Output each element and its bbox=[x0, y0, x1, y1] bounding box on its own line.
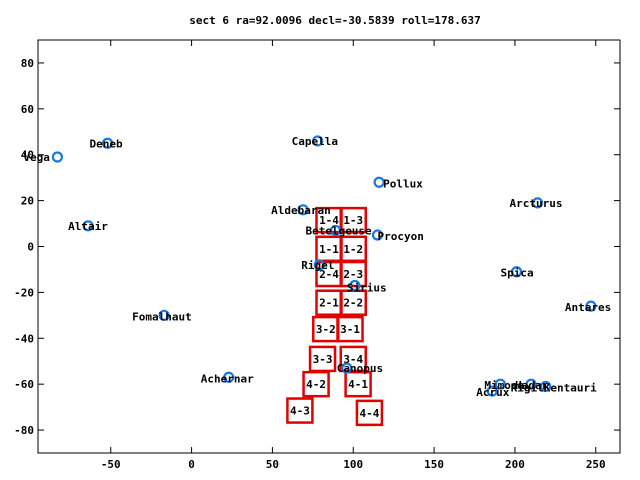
sector-label-1-2: 1-2 bbox=[343, 243, 363, 256]
star-marker-canopus bbox=[341, 362, 353, 374]
star-labels: Vega Deneb Altair Fomalhaut Achernar Capella P… bbox=[23, 135, 611, 399]
star-marker-pollux bbox=[373, 176, 385, 188]
y-tick-label: -20 bbox=[14, 286, 34, 299]
sector-label-2-4: 2-4 bbox=[319, 268, 339, 281]
star-label-procyon: Procyon bbox=[378, 230, 424, 243]
star-marker-antares bbox=[585, 300, 597, 312]
star-marker-aldebaran bbox=[297, 204, 309, 216]
star-label-canopus: Canopus bbox=[337, 362, 383, 375]
star-label-fomalhaut: Fomalhaut bbox=[132, 310, 192, 323]
star-marker-mimosa bbox=[494, 378, 506, 390]
y-tick-label: 80 bbox=[21, 57, 34, 70]
star-label-rigel: Rigel bbox=[301, 259, 334, 272]
star-marker-spica bbox=[510, 266, 523, 278]
star-label-antares: Antares bbox=[565, 301, 611, 314]
sector-box-4-4 bbox=[355, 399, 384, 427]
star-label-altair: Altair bbox=[68, 220, 108, 233]
sector-label-1-1: 1-1 bbox=[319, 243, 339, 256]
star-marker-achernar bbox=[223, 371, 235, 383]
star-label-rigil-kentaurus: RigilKentauri bbox=[511, 381, 597, 394]
x-tick-label: 50 bbox=[266, 458, 279, 471]
star-marker-procyon bbox=[371, 229, 384, 241]
star-label-mimosa: Mimosa bbox=[484, 379, 524, 392]
y-tick-label: 40 bbox=[21, 149, 34, 162]
star-label-betelgeuse: Betelgeuse bbox=[305, 224, 372, 237]
star-label-arcturus: Arcturus bbox=[510, 197, 563, 210]
star-marker-betelgeuse bbox=[329, 224, 342, 237]
star-marker-capella bbox=[312, 135, 324, 147]
sector-label-3-2: 3-2 bbox=[316, 323, 336, 336]
sector-box-2-3 bbox=[339, 260, 367, 288]
star-label-achernar: Achernar bbox=[201, 372, 254, 385]
star-label-hadar: Hadar bbox=[515, 379, 548, 392]
star-label-vega: Vega bbox=[23, 151, 50, 164]
star-label-pollux: Pollux bbox=[383, 177, 423, 190]
star-marker-altair bbox=[82, 220, 94, 232]
star-marker-acrux bbox=[486, 385, 498, 397]
sector-label-4-2: 4-2 bbox=[306, 378, 326, 391]
y-axis: -80 -60 -40 -20 0 20 40 60 80 bbox=[14, 57, 620, 437]
x-tick-label: 200 bbox=[505, 458, 525, 471]
y-tick-label: -80 bbox=[14, 424, 34, 437]
sector-label-4-3: 4-3 bbox=[290, 405, 310, 418]
x-tick-label: 150 bbox=[424, 458, 444, 471]
sector-box-3-1 bbox=[336, 315, 364, 343]
sector-label-2-1: 2-1 bbox=[319, 297, 339, 310]
star-marker-vega bbox=[51, 151, 64, 163]
star-marker-sirius bbox=[349, 279, 361, 292]
star-marker-rigil-kentaurus bbox=[540, 380, 552, 393]
star-marker-arcturus bbox=[531, 197, 544, 209]
x-tick-label: 100 bbox=[343, 458, 363, 471]
sector-label-2-2: 2-2 bbox=[343, 297, 363, 310]
sector-label-4-1: 4-1 bbox=[348, 378, 368, 391]
y-tick-label: 60 bbox=[21, 103, 34, 116]
y-tick-label: 0 bbox=[27, 241, 34, 254]
sector-box-1-3 bbox=[339, 206, 367, 234]
star-label-spica: Spica bbox=[501, 267, 534, 280]
star-marker-rigel bbox=[313, 259, 325, 271]
y-tick-label: 20 bbox=[21, 195, 34, 208]
star-marker-fomalhaut bbox=[158, 309, 170, 321]
sector-boxes: 1-4 1-3 1-1 1-2 2-4 2-3 2-1 2-2 3-2 3-1 3-3 3-4 4-2 4… bbox=[286, 206, 384, 427]
star-label-aldebaran: Aldebaran bbox=[271, 204, 331, 217]
sector-box-4-3 bbox=[286, 397, 314, 424]
star-label-capella: Capella bbox=[292, 135, 338, 148]
sector-label-1-3: 1-3 bbox=[343, 214, 363, 227]
sector-label-3-1: 3-1 bbox=[340, 323, 360, 336]
star-label-deneb: Deneb bbox=[90, 137, 123, 150]
sector-box-4-1 bbox=[344, 370, 372, 398]
sector-label-3-3: 3-3 bbox=[313, 353, 333, 366]
x-tick-label: -50 bbox=[101, 458, 121, 471]
y-tick-label: -60 bbox=[14, 378, 34, 391]
sector-box-4-2 bbox=[302, 370, 330, 398]
x-tick-label: 250 bbox=[586, 458, 606, 471]
sector-label-2-3: 2-3 bbox=[343, 268, 363, 281]
star-marker-hadar bbox=[525, 378, 537, 390]
sector-label-1-4: 1-4 bbox=[319, 214, 339, 227]
star-label-sirius: Sirius bbox=[347, 282, 387, 295]
y-tick-label: -40 bbox=[14, 332, 34, 345]
star-markers bbox=[51, 135, 597, 397]
sector-label-3-4: 3-4 bbox=[343, 353, 363, 366]
x-tick-label: 0 bbox=[188, 458, 195, 471]
star-marker-deneb bbox=[101, 137, 114, 149]
x-axis: -50 0 50 100 150 200 250 bbox=[101, 40, 606, 471]
star-label-acrux: Acrux bbox=[476, 386, 509, 399]
chart-title: sect 6 ra=92.0096 decl=-30.5839 roll=178… bbox=[189, 14, 480, 27]
sector-label-4-4: 4-4 bbox=[359, 407, 379, 420]
